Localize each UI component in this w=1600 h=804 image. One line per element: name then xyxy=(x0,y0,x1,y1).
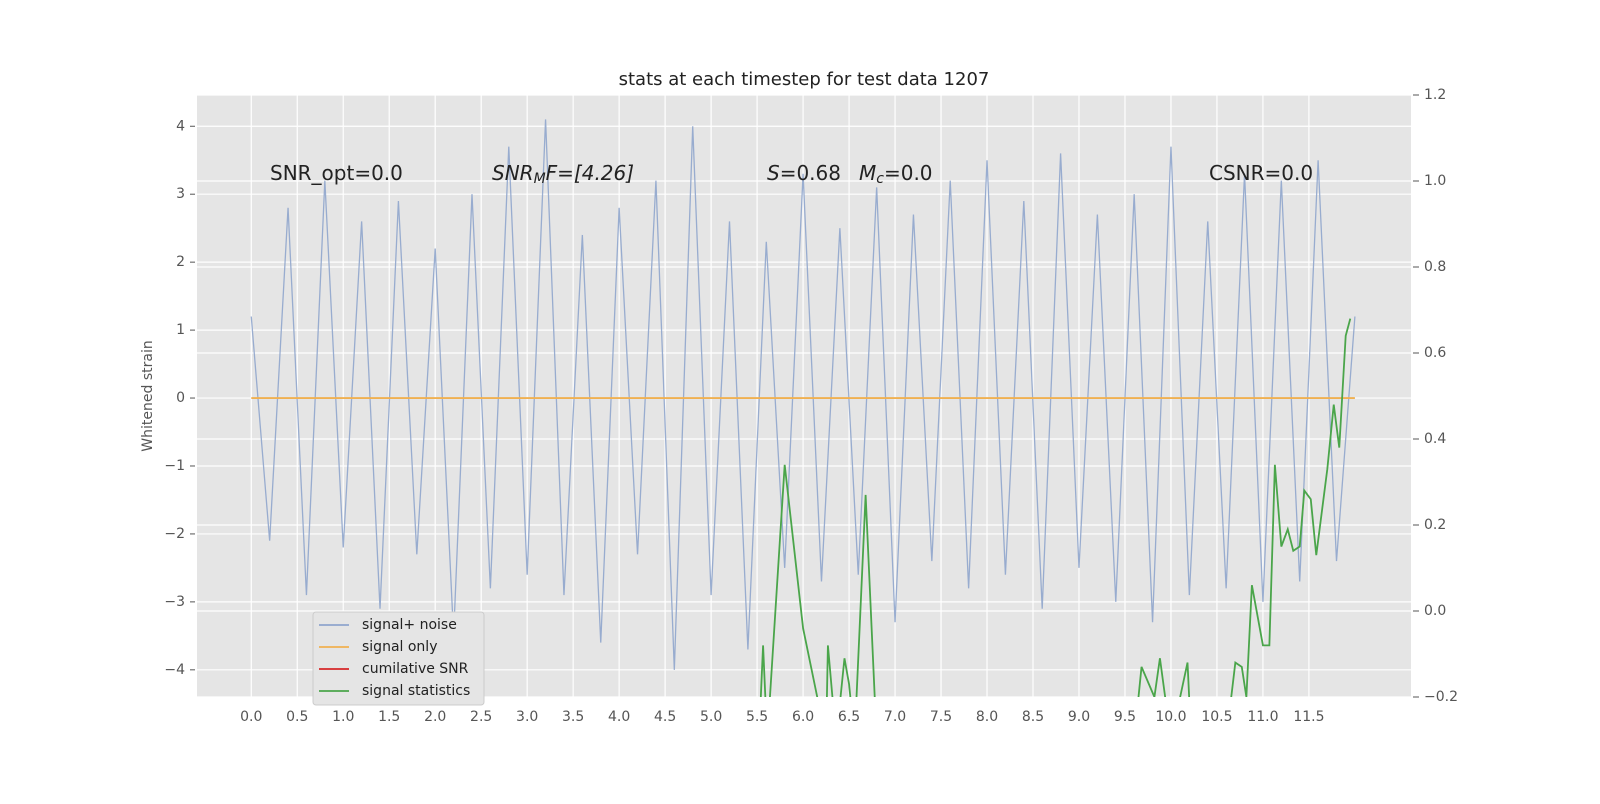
y-tick-label: −2 xyxy=(164,526,185,542)
x-tick-label: 9.0 xyxy=(1068,709,1090,725)
legend-box xyxy=(312,611,485,706)
y-tick-label: −4 xyxy=(164,662,185,678)
y2-tick-label: 0.4 xyxy=(1424,431,1446,447)
legend-label: cumilative SNR xyxy=(362,661,469,677)
x-tick-label: 11.0 xyxy=(1247,709,1278,725)
y-tick-label: 3 xyxy=(176,186,185,202)
x-tick-label: 2.5 xyxy=(470,709,492,725)
x-tick-label: 9.5 xyxy=(1114,709,1136,725)
y2-tick-label: 1.2 xyxy=(1424,87,1446,103)
x-tick-label: 0.5 xyxy=(286,709,308,725)
x-tick-label: 7.5 xyxy=(930,709,952,725)
series-line xyxy=(759,318,1352,697)
annotation: SNR_opt=0.0 xyxy=(270,161,403,185)
x-tick-label: 6.0 xyxy=(792,709,814,725)
y2-tick-label: 0.0 xyxy=(1424,603,1446,619)
x-tick-label: 0.0 xyxy=(240,709,262,725)
annotation: Mc=0.0 xyxy=(859,161,933,188)
x-tick-label: 1.0 xyxy=(332,709,354,725)
y-tick-label: 0 xyxy=(176,390,185,406)
x-tick-label: 4.5 xyxy=(654,709,676,725)
legend-label: signal+ noise xyxy=(362,617,457,633)
y2-tick-label: 1.0 xyxy=(1424,173,1446,189)
annotation: SNRMF=[4.26] xyxy=(492,161,634,188)
x-tick-label: 7.0 xyxy=(884,709,906,725)
x-tick-label: 5.5 xyxy=(746,709,768,725)
x-tick-label: 10.5 xyxy=(1201,709,1232,725)
chart-title: stats at each timestep for test data 120… xyxy=(619,69,990,90)
y-tick-label: −1 xyxy=(164,458,185,474)
x-tick-label: 6.5 xyxy=(838,709,860,725)
x-tick-label: 5.0 xyxy=(700,709,722,725)
series-line xyxy=(250,119,1356,670)
y-tick-label: 1 xyxy=(176,322,185,338)
y-tick-label: −3 xyxy=(164,594,185,610)
legend-label: signal only xyxy=(362,639,437,655)
y2-tick-label: 0.6 xyxy=(1424,345,1446,361)
x-tick-label: 11.5 xyxy=(1293,709,1324,725)
x-tick-label: 1.5 xyxy=(378,709,400,725)
x-tick-label: 8.5 xyxy=(1022,709,1044,725)
y2-tick-label: 0.8 xyxy=(1424,259,1446,275)
x-tick-label: 4.0 xyxy=(608,709,630,725)
x-tick-label: 3.5 xyxy=(562,709,584,725)
y-tick-label: 4 xyxy=(176,118,185,134)
y2-tick-label: 0.2 xyxy=(1424,517,1446,533)
y-axis-label: Whitened strain xyxy=(140,340,156,451)
x-tick-label: 8.0 xyxy=(976,709,998,725)
x-tick-label: 2.0 xyxy=(424,709,446,725)
x-tick-label: 10.0 xyxy=(1155,709,1186,725)
y2-tick-label: −0.2 xyxy=(1424,689,1458,705)
y-tick-label: 2 xyxy=(176,254,185,270)
annotation: S=0.68 xyxy=(767,161,841,185)
legend-label: signal statistics xyxy=(362,683,470,699)
annotation: CSNR=0.0 xyxy=(1209,161,1313,185)
x-tick-label: 3.0 xyxy=(516,709,538,725)
